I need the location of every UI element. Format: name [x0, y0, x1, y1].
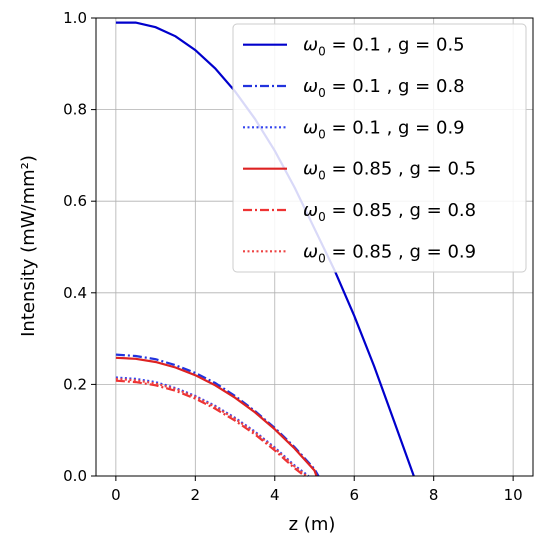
legend-label: ω0 = 0.1 , g = 0.8 [303, 76, 465, 100]
series-line-2 [115, 353, 320, 477]
y-tick-label: 0.6 [63, 192, 87, 210]
x-tick-label: 10 [504, 486, 523, 504]
x-tick-label: 2 [191, 486, 201, 504]
series-line-3 [115, 376, 310, 477]
legend: ω0 = 0.1 , g = 0.5 ω0 = 0.1 , g = 0.8 ω0 =… [232, 23, 527, 273]
y-tick-label: 0.8 [63, 101, 87, 119]
x-tick-label: 6 [349, 486, 359, 504]
y-axis-label: Intensity (mW/mm²) [18, 155, 39, 337]
x-tick-label: 0 [111, 486, 121, 504]
x-tick-label: 4 [270, 486, 280, 504]
legend-label: ω0 = 0.85 , g = 0.8 [303, 200, 476, 224]
series-line-5 [115, 379, 306, 477]
y-tick-label: 0.0 [63, 467, 87, 485]
legend-label: ω0 = 0.1 , g = 0.9 [303, 117, 465, 141]
x-axis-label: z (m) [289, 514, 336, 535]
y-tick-label: 0.4 [63, 284, 87, 302]
plot-frame [95, 17, 534, 477]
series-line-6 [115, 377, 308, 477]
legend-label: ω0 = 0.85 , g = 0.5 [303, 159, 476, 183]
axis-ticks: 0 2 4 6 8 10 0.0 0.2 0.4 0.6 0.8 1.0 [63, 9, 523, 504]
series-line-4 [115, 356, 318, 477]
legend-label: ω0 = 0.1 , g = 0.5 [303, 35, 465, 59]
y-tick-label: 1.0 [63, 9, 87, 27]
legend-label: ω0 = 0.85 , g = 0.9 [303, 241, 476, 265]
legend-box [232, 23, 527, 273]
y-tick-label: 0.2 [63, 375, 87, 393]
x-tick-label: 8 [429, 486, 439, 504]
